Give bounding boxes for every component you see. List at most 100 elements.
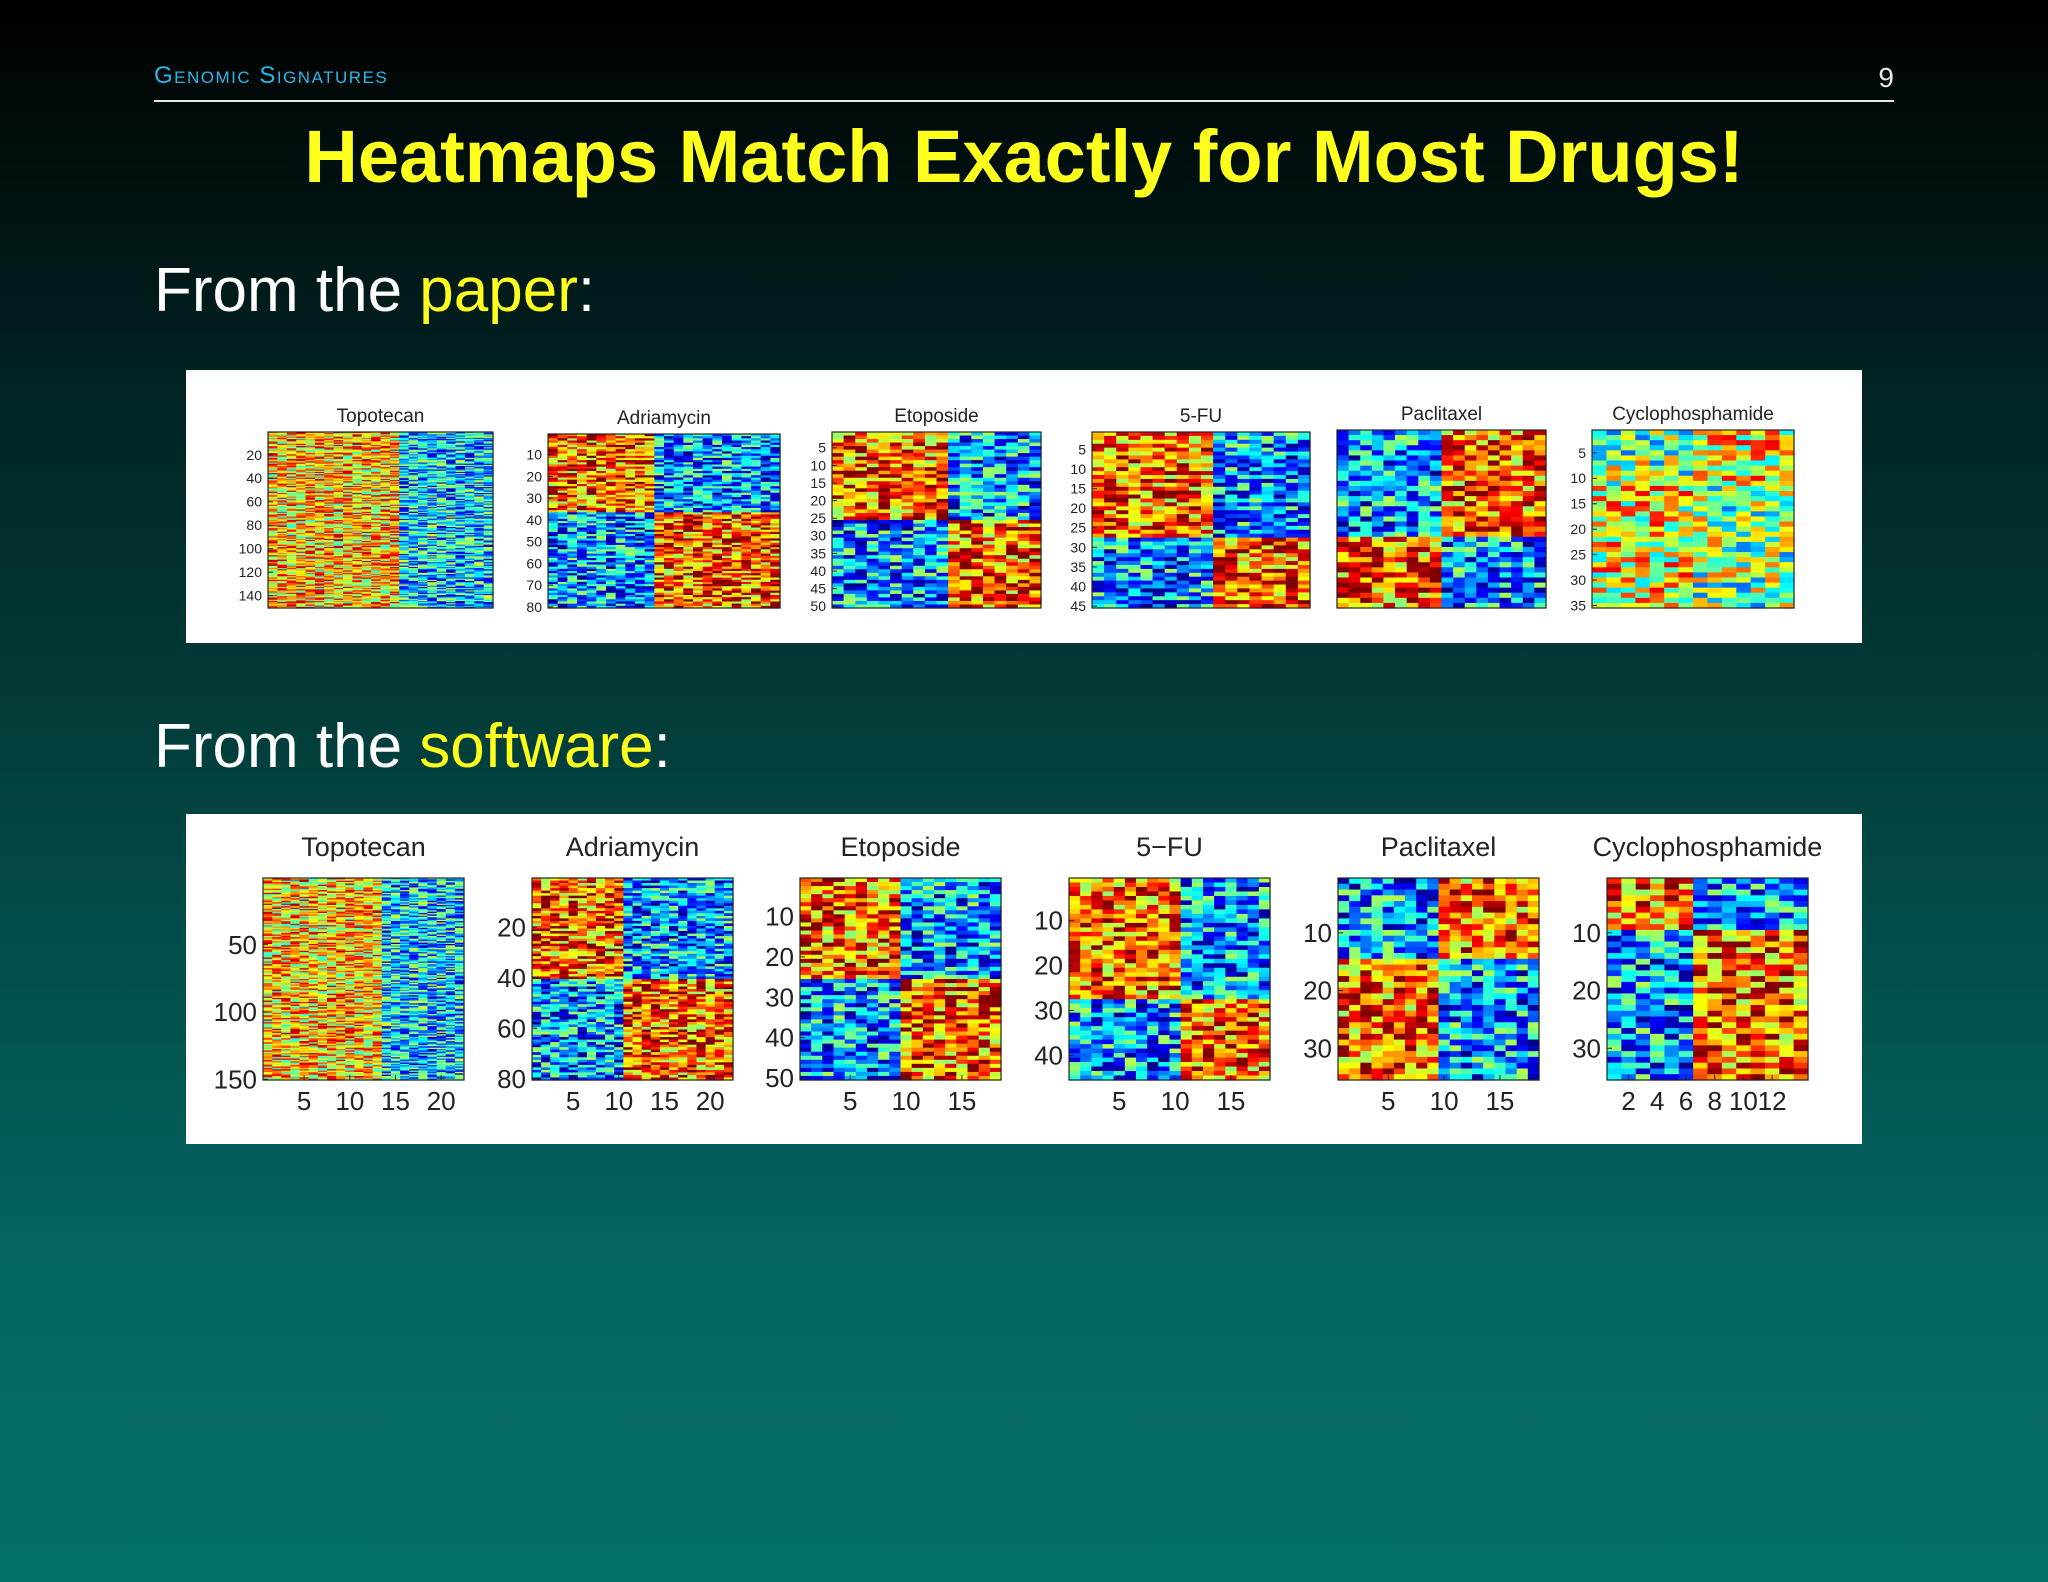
heatmap-cell	[389, 576, 400, 579]
heatmap-cell	[324, 461, 335, 464]
heatmap-cell	[305, 524, 316, 527]
heatmap-cell	[296, 565, 307, 568]
heatmap-cell	[557, 549, 568, 553]
heatmap-cell	[673, 497, 684, 500]
heatmap-cell	[567, 464, 578, 468]
heatmap-cell	[455, 527, 466, 529]
heatmap-cell	[343, 558, 353, 561]
heatmap-cell	[408, 566, 419, 569]
heatmap-cell	[712, 477, 723, 481]
heatmap-cell	[296, 532, 307, 535]
heatmap-cell	[408, 471, 419, 474]
heatmap-cell	[760, 488, 771, 492]
heatmap-cell	[361, 453, 372, 455]
heatmap-cell	[455, 481, 466, 484]
heatmap-cell	[305, 595, 316, 597]
heatmap-cell	[702, 477, 713, 481]
heatmap-cell	[474, 605, 485, 608]
heatmap-cell	[548, 521, 559, 524]
heatmap-cell	[635, 494, 646, 498]
heatmap-cell	[352, 460, 363, 462]
heatmap-cell	[399, 539, 410, 542]
heatmap-cell	[760, 497, 771, 500]
heatmap-cell	[693, 549, 704, 553]
heatmap-cell	[483, 563, 494, 566]
heatmap-cell	[436, 584, 447, 587]
heatmap-cell	[455, 485, 466, 488]
heatmap-cell	[483, 559, 494, 562]
heatmap-cell	[664, 447, 675, 450]
heatmap-cell	[436, 470, 447, 473]
heatmap-cell	[751, 440, 762, 444]
heatmap-cell	[343, 432, 353, 434]
heatmap-cell	[586, 442, 597, 446]
heatmap-cell	[399, 545, 410, 548]
heatmap-cell	[277, 440, 288, 442]
heatmap-cell	[380, 591, 391, 594]
heatmap-cell	[702, 551, 713, 555]
heatmap-cell	[635, 505, 646, 509]
heatmap-cell	[314, 450, 325, 453]
heatmap-cell	[268, 443, 278, 446]
heatmap-cell	[324, 439, 335, 441]
heatmap-cell	[427, 585, 438, 588]
heatmap-cell	[693, 481, 704, 485]
heatmap-cell	[343, 531, 353, 534]
heatmap-cell	[296, 485, 307, 488]
heatmap-cell	[483, 579, 494, 582]
heatmap-cell	[464, 550, 475, 553]
heatmap-cell	[277, 586, 288, 589]
heatmap-cell	[722, 503, 733, 507]
heatmap-cell	[418, 565, 428, 568]
heatmap-cell	[296, 455, 307, 458]
heatmap-cell	[731, 481, 742, 485]
heatmap-cell	[693, 527, 704, 531]
heatmap-cell	[324, 485, 335, 488]
heatmap-cell	[418, 561, 428, 563]
heatmap-cell	[731, 507, 742, 511]
heatmap-cell	[277, 604, 288, 607]
heatmap-cell	[455, 545, 466, 548]
heatmap-cell	[324, 532, 335, 535]
heatmap-cell	[399, 595, 410, 597]
heatmap-cell	[625, 549, 636, 553]
heatmap-cell	[305, 435, 316, 438]
heatmap-cell	[702, 457, 713, 461]
heatmap-cell	[286, 605, 297, 608]
heatmap-cell	[455, 439, 466, 441]
heatmap-cell	[427, 441, 438, 444]
heatmap-cell	[361, 568, 372, 570]
heatmap-cell	[277, 549, 288, 552]
heatmap-cell	[483, 476, 494, 479]
heatmap-cell	[615, 538, 626, 542]
heatmap-cell	[277, 453, 288, 455]
heatmap-cell	[418, 555, 428, 557]
heatmap-cell	[324, 591, 335, 594]
heatmap-cell	[446, 496, 457, 499]
heatmap-cell	[305, 564, 316, 567]
heatmap-cell	[615, 523, 626, 526]
heatmap-cell	[702, 440, 713, 444]
heatmap-cell	[464, 521, 475, 523]
heatmap-cell	[408, 568, 419, 570]
heatmap-cell	[606, 497, 617, 500]
heatmap-cell	[731, 462, 742, 466]
heatmap-cell	[722, 525, 733, 529]
heatmap-cell	[389, 569, 400, 572]
heatmap-cell	[343, 549, 353, 552]
heatmap-cell	[277, 434, 288, 437]
heatmap-cell	[606, 547, 617, 550]
heatmap-cell	[596, 499, 607, 503]
heatmap-cell	[277, 484, 288, 487]
heatmap-cell	[760, 540, 771, 544]
heatmap-cell	[371, 571, 382, 574]
heatmap-cell	[305, 602, 316, 604]
heatmap-cell	[371, 536, 382, 539]
heatmap-cell	[371, 446, 382, 448]
heatmap-cell	[615, 534, 626, 537]
heatmap-cell	[446, 466, 457, 468]
heatmap-cell	[352, 467, 363, 469]
heatmap-cell	[296, 571, 307, 574]
heatmap-cell	[296, 498, 307, 501]
heatmap-cell	[352, 528, 363, 530]
